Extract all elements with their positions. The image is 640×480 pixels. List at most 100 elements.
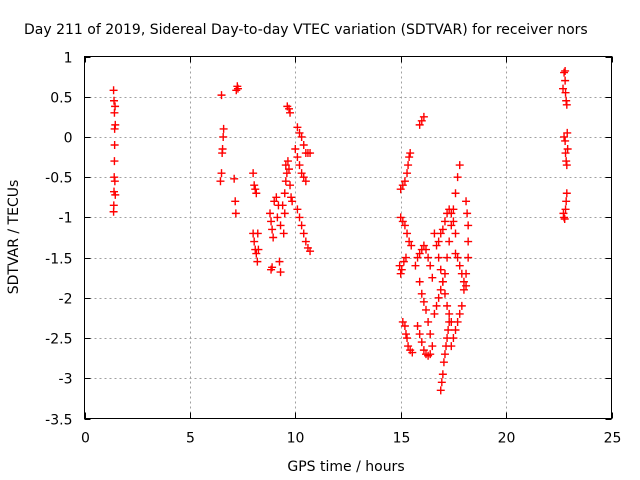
data-point <box>436 285 445 294</box>
grid-lines <box>84 56 612 419</box>
data-point <box>230 174 239 183</box>
data-point <box>445 205 454 214</box>
data-point <box>291 145 300 154</box>
data-point <box>413 321 422 330</box>
data-point <box>286 181 295 190</box>
data-point <box>299 140 308 149</box>
series-arc-20 <box>436 317 454 395</box>
data-point <box>301 237 310 246</box>
y-tick-label: -2 <box>59 292 73 308</box>
data-point <box>443 253 452 262</box>
data-point <box>408 348 417 357</box>
data-point <box>453 253 462 262</box>
data-point <box>417 116 426 125</box>
data-point <box>451 189 460 198</box>
data-point <box>400 177 409 186</box>
x-tick-label: 0 <box>81 431 90 447</box>
data-point <box>254 245 263 254</box>
data-point <box>306 247 315 256</box>
data-point <box>463 209 472 218</box>
data-point <box>249 169 258 178</box>
data-point <box>561 136 570 145</box>
data-point <box>252 189 261 198</box>
data-point <box>273 213 282 222</box>
y-tick-label: -0.5 <box>45 171 72 187</box>
data-point <box>560 68 569 77</box>
data-point <box>219 132 228 141</box>
data-point <box>109 86 118 95</box>
data-point <box>438 225 447 234</box>
data-point <box>455 261 464 270</box>
data-point <box>459 285 468 294</box>
x-tick-label: 25 <box>604 431 622 447</box>
data-point <box>267 217 276 226</box>
data-point <box>421 305 430 314</box>
data-point <box>447 221 456 230</box>
data-point <box>399 257 408 266</box>
data-point <box>217 169 226 178</box>
data-point <box>287 193 296 202</box>
data-point <box>424 317 433 326</box>
data-point <box>447 209 456 218</box>
data-point <box>395 261 404 270</box>
axis-ticks: 0 5 10 15 20 25 -3.5 -3 -2.5 -2 -1.5 -1 -0.5 0 0.5 1 <box>45 51 621 447</box>
data-point <box>398 181 407 190</box>
data-point <box>281 161 290 170</box>
y-tick-label: -2.5 <box>45 332 72 348</box>
data-point <box>110 140 119 149</box>
data-marks <box>109 66 572 395</box>
data-point <box>437 378 446 387</box>
data-point <box>439 358 448 367</box>
data-point <box>276 268 285 277</box>
data-point <box>233 84 242 93</box>
series-arc-2 <box>216 124 228 186</box>
data-point <box>455 309 464 318</box>
data-point <box>424 253 433 262</box>
data-point <box>301 177 310 186</box>
data-point <box>421 245 430 254</box>
series-arc-12 <box>396 213 416 250</box>
data-point <box>559 84 568 93</box>
data-point <box>403 169 412 178</box>
series-arc-21 <box>430 161 464 318</box>
data-point <box>445 309 454 318</box>
data-point <box>562 197 571 206</box>
data-point <box>295 161 304 170</box>
data-point <box>415 277 424 286</box>
data-point <box>397 265 406 274</box>
data-point <box>217 91 226 100</box>
data-point <box>462 281 471 290</box>
data-point <box>413 253 422 262</box>
data-point <box>266 209 275 218</box>
data-point <box>419 297 428 306</box>
data-point <box>455 161 464 170</box>
data-point <box>563 128 572 137</box>
data-point <box>272 193 281 202</box>
series-arc-23 <box>447 197 473 351</box>
data-point <box>562 100 571 109</box>
data-point <box>111 102 120 111</box>
data-point <box>250 181 259 190</box>
y-tick-label: -1 <box>59 211 73 227</box>
data-point <box>279 229 288 238</box>
data-point <box>436 386 445 395</box>
data-point <box>449 334 458 343</box>
data-point <box>451 326 460 335</box>
data-point <box>561 205 570 214</box>
series-arc-11 <box>396 149 415 194</box>
series-arc-14 <box>398 317 417 357</box>
data-point <box>219 124 228 133</box>
data-point <box>253 229 262 238</box>
data-point <box>400 221 409 230</box>
data-point <box>434 237 443 246</box>
data-point <box>111 190 120 199</box>
data-point <box>438 370 447 379</box>
data-point <box>428 342 437 351</box>
series-arc-17 <box>413 321 437 360</box>
data-point <box>401 253 410 262</box>
data-point <box>286 108 295 117</box>
series-arc-26 <box>559 189 571 223</box>
data-point <box>563 145 572 154</box>
data-point <box>457 301 466 310</box>
